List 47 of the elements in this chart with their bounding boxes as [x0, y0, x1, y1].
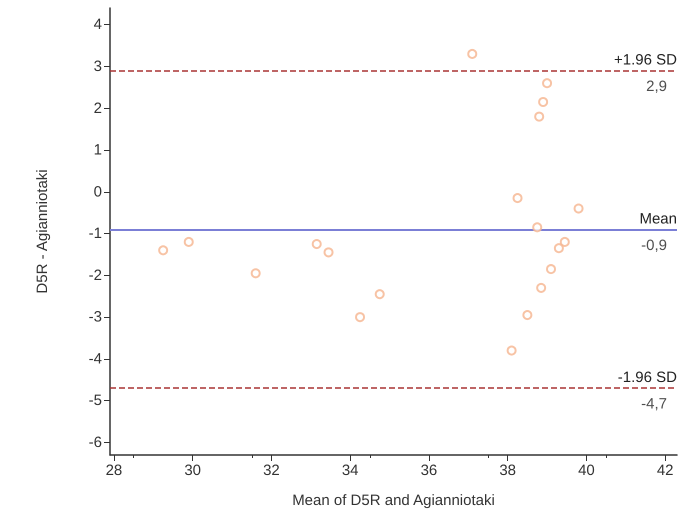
point [554, 243, 564, 254]
point [560, 236, 570, 247]
annotation: 2,9 [646, 78, 667, 96]
point [538, 96, 548, 107]
ref-line-label: Mean [639, 210, 677, 228]
y-tick-label: -2 [88, 266, 102, 284]
y-tick-label: -3 [88, 308, 102, 326]
point [506, 346, 517, 356]
point [532, 222, 542, 232]
point [312, 239, 322, 250]
point [546, 264, 556, 274]
x-tick-label: 40 [578, 462, 595, 479]
y-tick-label: 3 [94, 58, 102, 75]
y-tick-label: -4 [88, 350, 102, 368]
y-tick-label: 2 [94, 100, 102, 117]
y-tick-label: -1 [88, 225, 102, 242]
y-axis-title: D5R - Agianniotaki [34, 169, 51, 294]
x-tick-label: 42 [656, 462, 674, 479]
point [158, 245, 168, 256]
y-tick-label: -6 [88, 434, 102, 451]
y-tick-label: 0 [94, 183, 102, 200]
x-tick-label: 36 [420, 462, 438, 479]
point [542, 78, 552, 88]
point [374, 289, 385, 300]
point [324, 247, 334, 258]
x-tick-label: 34 [342, 462, 359, 479]
x-tick-label: 32 [263, 462, 280, 479]
point [536, 282, 546, 293]
point [522, 310, 532, 320]
point [534, 112, 544, 122]
x-tick-label: 28 [106, 462, 122, 479]
point [574, 204, 584, 214]
y-tick-label: 1 [94, 142, 102, 159]
point [512, 193, 523, 204]
x-axis-title: Mean of D5R and Agianniotaki [292, 492, 495, 509]
point [355, 312, 366, 322]
y-tick-label: 4 [94, 16, 102, 34]
point [467, 48, 478, 59]
annotation: -4,7 [641, 396, 667, 413]
x-tick-label: 38 [499, 462, 516, 479]
y-tick-label: -5 [88, 392, 102, 410]
x-tick-label: 30 [184, 462, 202, 479]
point [184, 236, 194, 247]
annotation: -0,9 [641, 236, 667, 254]
point [250, 268, 261, 278]
ref-line-label: -1.96 SD [618, 369, 678, 386]
ref-line-label: +1.96 SD [614, 52, 678, 69]
